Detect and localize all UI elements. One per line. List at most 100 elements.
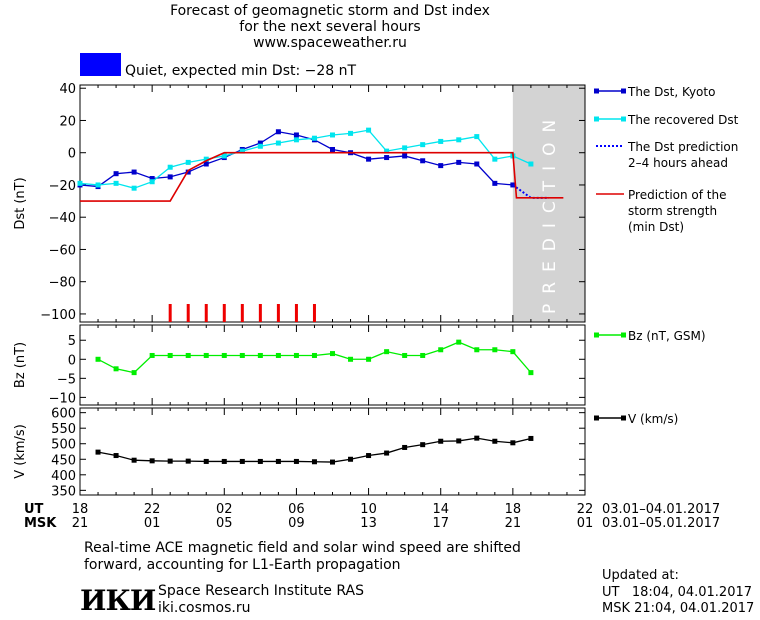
- data-point: [330, 459, 335, 465]
- data-point: [492, 347, 498, 353]
- data-point: [438, 347, 444, 353]
- y-tick-label: 350: [51, 484, 76, 499]
- legend-marker: [594, 116, 599, 122]
- data-point: [185, 352, 191, 358]
- data-point: [348, 456, 354, 462]
- data-point: [257, 458, 263, 464]
- data-point: [203, 352, 209, 358]
- data-point: [275, 140, 281, 146]
- data-point: [149, 176, 155, 182]
- ut-tick-label: 14: [432, 502, 449, 517]
- chart-title-line-1: Forecast of geomagnetic storm and Dst in…: [170, 3, 490, 19]
- y-tick-label: −60: [49, 243, 76, 258]
- data-point: [366, 453, 372, 459]
- data-point: [293, 352, 299, 358]
- data-point: [438, 163, 444, 169]
- ut-tick-label: 02: [216, 502, 233, 517]
- ut-tick-label: 06: [288, 502, 305, 517]
- data-point: [131, 185, 137, 191]
- data-point: [113, 366, 119, 372]
- chart-title-line-2: for the next several hours: [239, 19, 421, 35]
- data-point: [131, 457, 137, 463]
- data-point: [311, 352, 317, 358]
- data-point: [293, 132, 299, 138]
- ut-tick-label: 22: [577, 502, 594, 517]
- data-point: [257, 143, 263, 149]
- legend-recovered-dst: The recovered Dst: [628, 113, 739, 127]
- legend-marker: [594, 88, 599, 94]
- x-axis: 18 22 02 06 10 14 18 22 21 01 05 09 13 17 21 01: [72, 502, 594, 531]
- legend-marker: [621, 88, 626, 94]
- data-point: [275, 458, 281, 464]
- msk-tick-label: 01: [144, 516, 161, 531]
- updated-msk: MSK 21:04, 04.01.2017: [602, 601, 755, 616]
- y-tick-label: −100: [40, 308, 76, 323]
- legend-marker: [594, 332, 599, 338]
- data-point: [420, 158, 426, 164]
- chart-title-url: www.spaceweather.ru: [253, 35, 407, 51]
- y-axis-label: Dst (nT): [13, 177, 28, 229]
- msk-date-range: 03.01–05.01.2017: [602, 516, 721, 531]
- ut-tick-label: 10: [360, 502, 377, 517]
- data-point: [348, 130, 354, 136]
- msk-axis-label: MSK: [24, 516, 57, 531]
- data-point: [239, 352, 245, 358]
- series-line: [79, 129, 532, 189]
- msk-tick-label: 01: [577, 516, 594, 531]
- legend-bz: Bz (nT, GSM): [628, 329, 706, 343]
- series-line: [80, 151, 564, 202]
- panel-frame: [79, 324, 586, 406]
- data-point: [113, 180, 119, 186]
- updated-label: Updated at:: [602, 568, 679, 583]
- legend-marker: [621, 116, 626, 122]
- data-point: [384, 155, 390, 161]
- y-tick-label: −80: [49, 276, 76, 291]
- data-point: [167, 174, 173, 180]
- data-point: [474, 134, 480, 140]
- y-tick-label: 0: [68, 353, 76, 368]
- data-point: [185, 458, 191, 464]
- data-point: [203, 161, 209, 167]
- data-point: [402, 352, 408, 358]
- data-point: [131, 370, 137, 376]
- bz-panel: 5 0 −5 −10 Bz (nT): [13, 324, 586, 406]
- data-point: [384, 148, 390, 154]
- footer-note-line-2: forward, accounting for L1-Earth propaga…: [84, 557, 401, 573]
- y-axis-label: V (km/s): [13, 424, 28, 479]
- y-tick-label: −10: [49, 391, 76, 406]
- data-point: [492, 438, 498, 444]
- data-point: [95, 449, 101, 455]
- data-point: [257, 140, 263, 146]
- y-tick-label: 400: [51, 469, 76, 484]
- data-point: [203, 458, 209, 464]
- data-point: [275, 129, 281, 135]
- data-point: [366, 356, 372, 362]
- data-point: [528, 435, 534, 441]
- data-point: [167, 352, 173, 358]
- data-point: [420, 352, 426, 358]
- panel-frame: [79, 84, 586, 323]
- data-point: [402, 145, 408, 151]
- updated-ut: UT 18:04, 04.01.2017: [602, 585, 753, 600]
- data-point: [113, 453, 119, 459]
- status-text: Quiet, expected min Dst: −28 nT: [125, 63, 357, 79]
- data-point: [456, 159, 462, 165]
- y-tick-label: −40: [49, 211, 76, 226]
- data-point: [366, 156, 372, 162]
- legend-marker: [621, 332, 626, 338]
- data-point: [149, 458, 155, 464]
- data-point: [528, 161, 534, 167]
- data-point: [167, 164, 173, 170]
- data-point: [420, 142, 426, 148]
- data-point: [384, 349, 390, 355]
- data-point: [330, 146, 335, 152]
- data-point: [131, 169, 137, 175]
- data-point: [239, 148, 245, 154]
- data-point: [257, 352, 263, 358]
- y-tick-label: −20: [49, 179, 76, 194]
- data-point: [456, 438, 462, 444]
- legend-storm-strength: Prediction of the storm strength (min Ds…: [628, 188, 727, 234]
- data-point: [438, 438, 444, 444]
